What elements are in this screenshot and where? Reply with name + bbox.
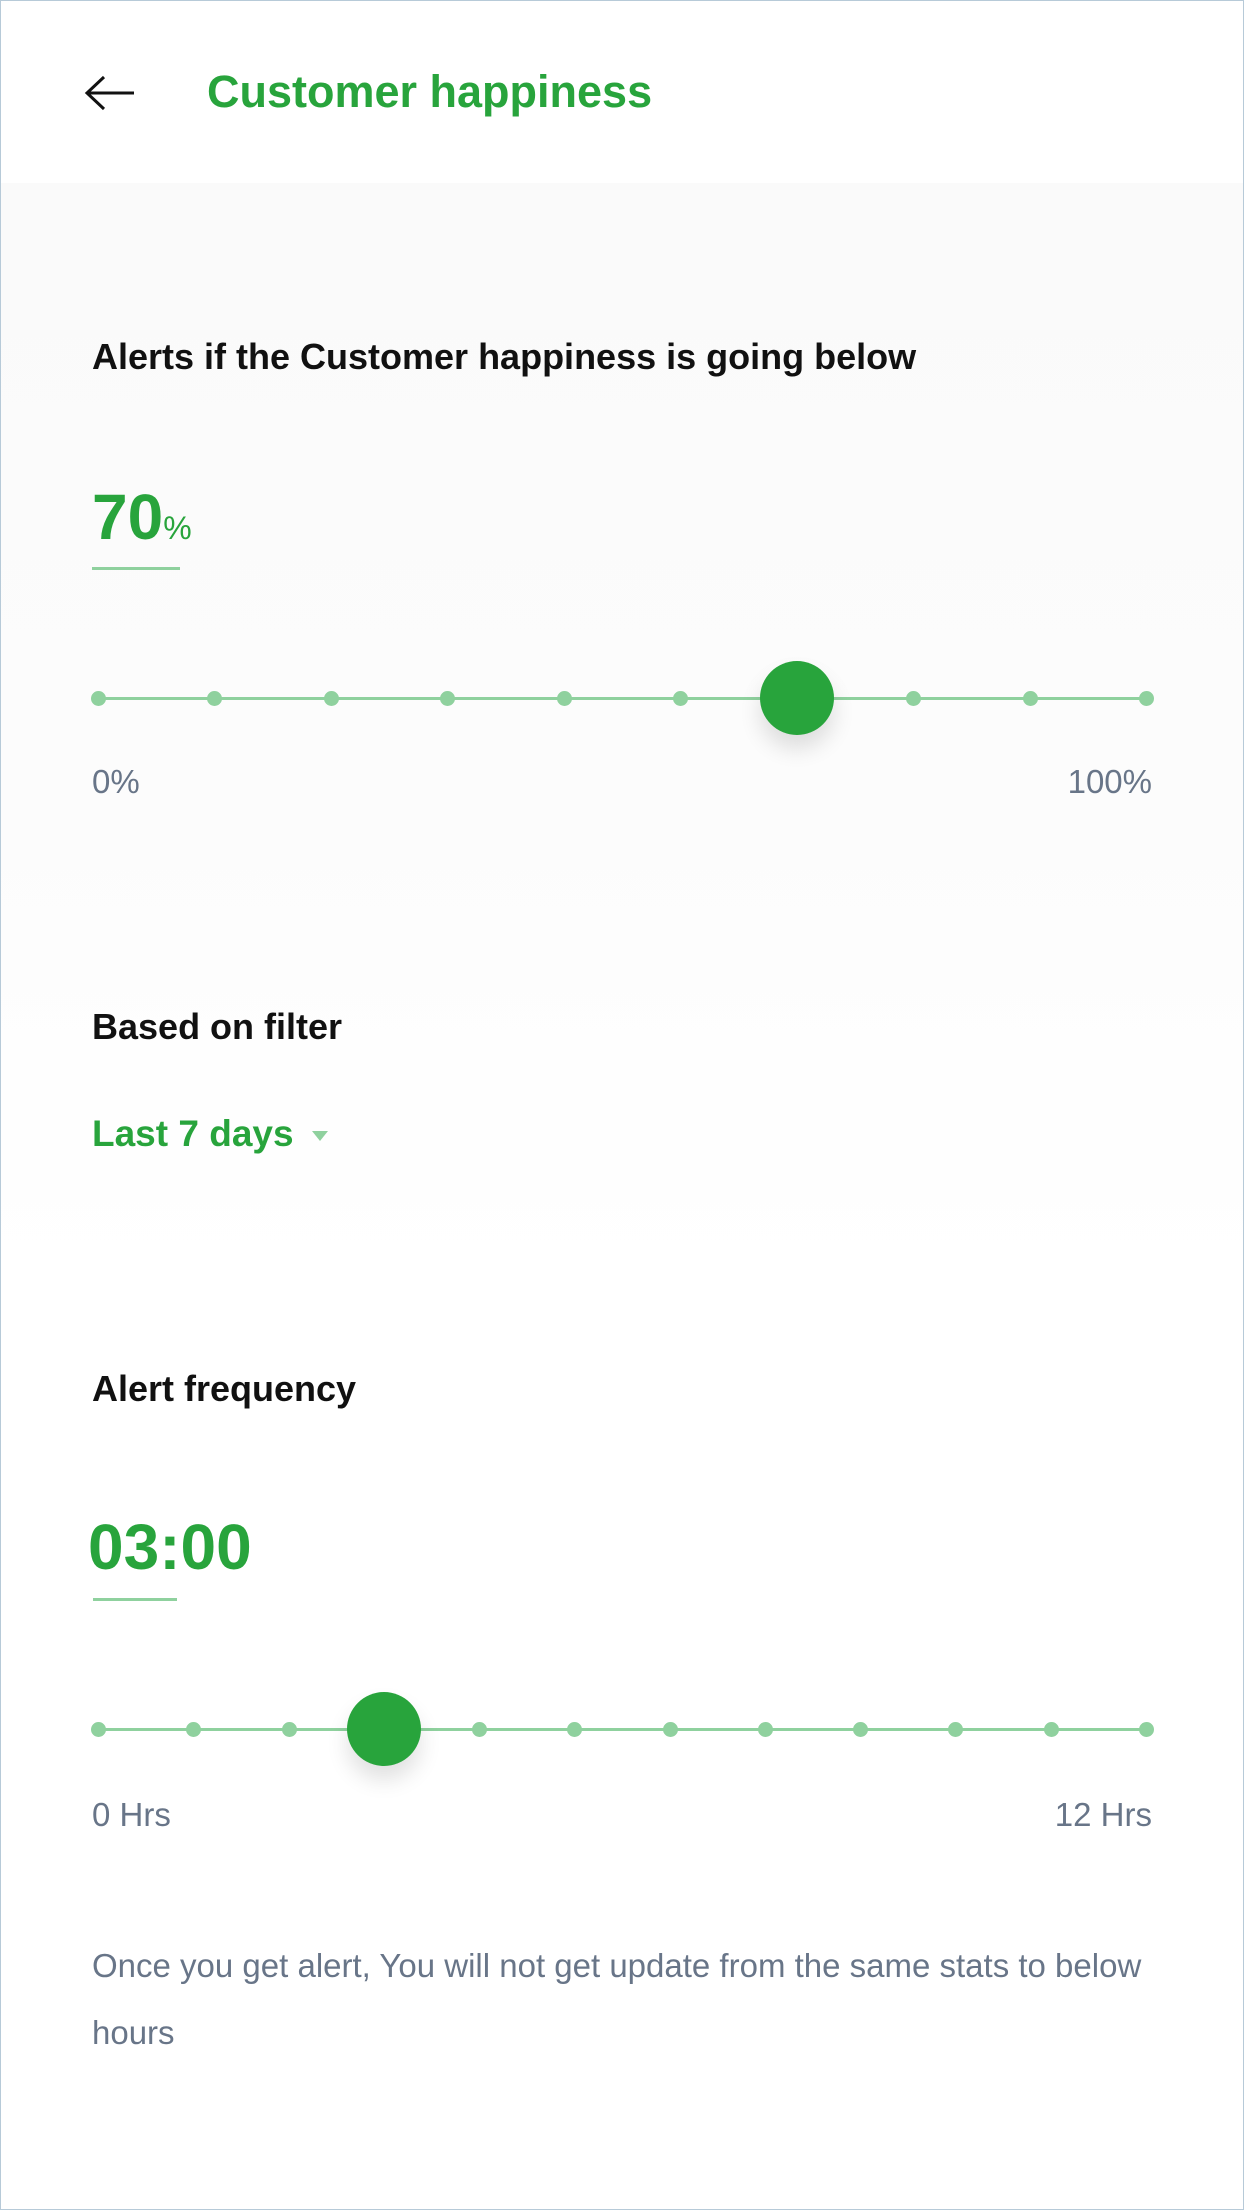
frequency-min-label: 0 Hrs [92,1796,171,1833]
page-title: Customer happiness [207,66,653,117]
slider-tick [91,1722,106,1737]
frequency-heading: Alert frequency [92,1368,357,1409]
slider-tick [186,1722,202,1737]
threshold-number: 70 [92,481,164,553]
frequency-note: Once you get alert, You will not get upd… [92,1947,1142,2051]
slider-tick [1139,1722,1154,1737]
slider-tick [673,691,689,706]
slider-tick [1139,691,1154,706]
caret-down-icon [311,1131,328,1142]
slider-track [98,697,1146,700]
back-button[interactable] [80,68,138,118]
settings-content [0,183,1244,2210]
slider-track [98,1728,1146,1731]
slider-tick [1022,691,1038,706]
slider-tick [906,691,922,706]
arrow-left-icon [84,75,134,111]
frequency-slider[interactable] [91,1689,1154,1769]
slider-tick [440,691,456,706]
threshold-value[interactable]: 70% [92,480,192,554]
threshold-slider[interactable] [91,658,1154,738]
frequency-underline [93,1598,177,1601]
threshold-underline [92,567,180,570]
threshold-max-label: 100% [1067,763,1152,800]
filter-heading: Based on filter [92,1006,343,1047]
slider-tick [757,1722,773,1737]
slider-tick [853,1722,869,1737]
slider-tick [281,1722,297,1737]
slider-tick [207,691,223,706]
slider-tick [567,1722,583,1737]
slider-thumb[interactable] [759,661,834,735]
slider-tick [1043,1722,1059,1737]
slider-tick [556,691,572,706]
filter-dropdown[interactable]: Last 7 days [92,1113,328,1155]
slider-tick [662,1722,678,1737]
app-header: Customer happiness [0,0,1244,183]
slider-thumb[interactable] [346,1692,421,1766]
frequency-max-label: 12 Hrs [1054,1796,1152,1833]
threshold-heading: Alerts if the Customer happiness is goin… [92,336,917,377]
slider-tick [948,1722,964,1737]
slider-tick [91,691,106,706]
threshold-unit: % [163,510,192,546]
frequency-value[interactable]: 03:00 [88,1511,252,1583]
threshold-min-label: 0% [92,763,140,800]
slider-tick [472,1722,488,1737]
slider-tick [323,691,339,706]
filter-selected: Last 7 days [92,1113,294,1154]
